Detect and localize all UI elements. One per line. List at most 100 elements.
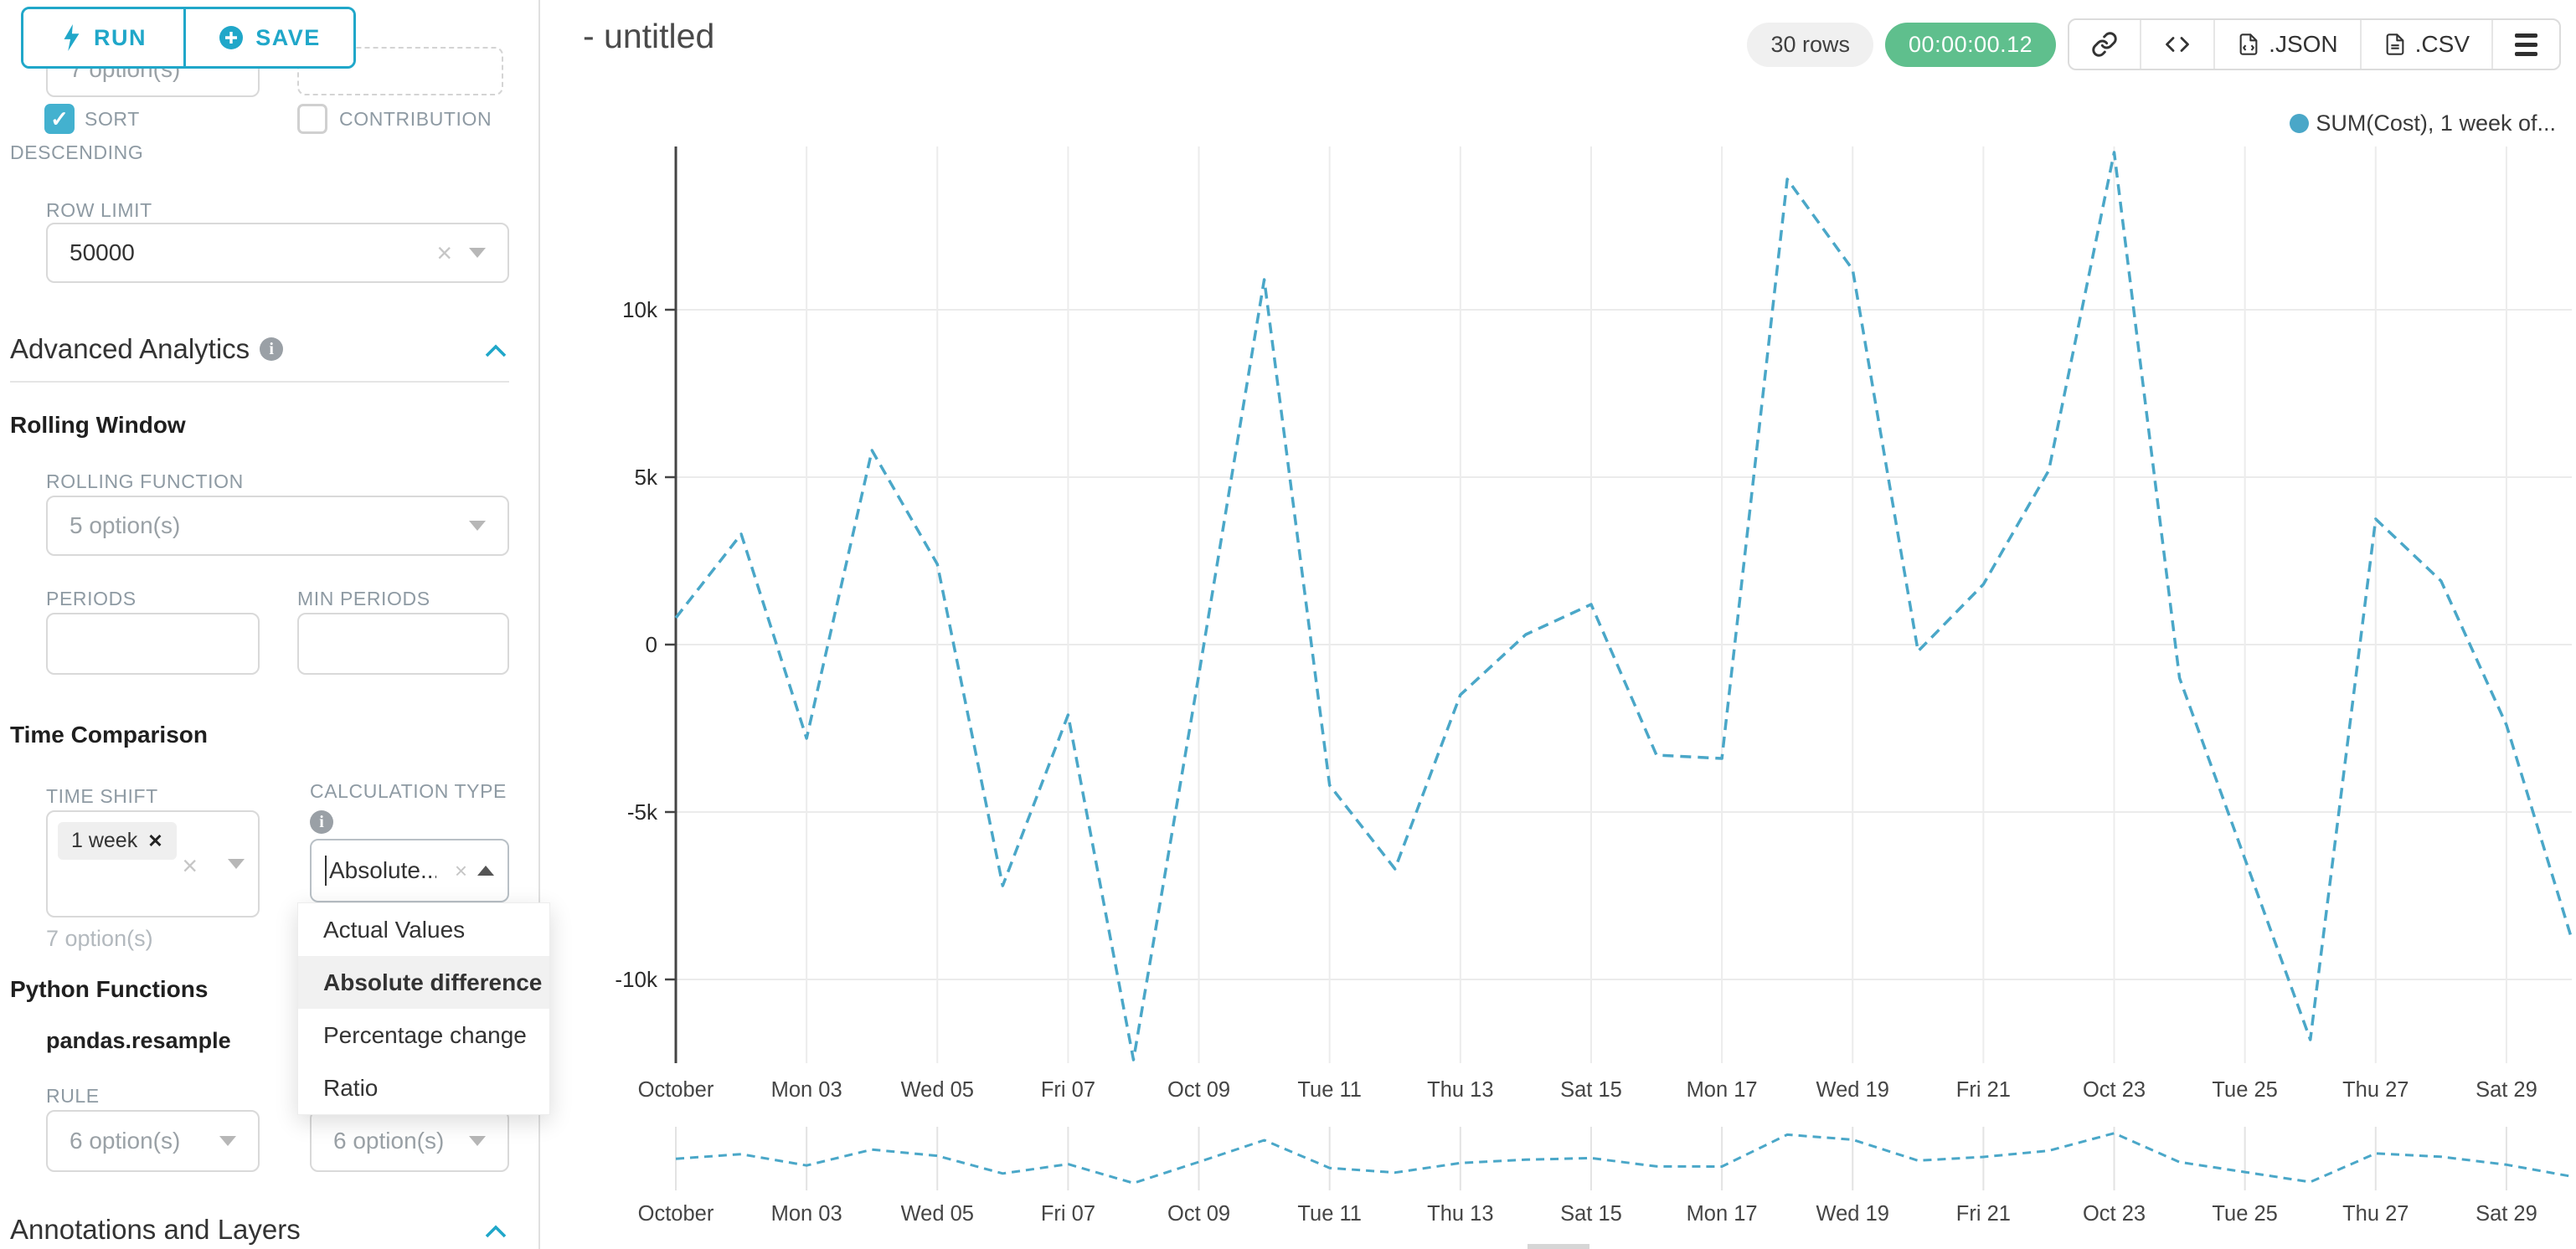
contribution-checkbox[interactable] bbox=[297, 104, 327, 134]
chart-title[interactable]: - untitled bbox=[583, 17, 715, 55]
run-save-button-group: RUN SAVE bbox=[21, 7, 356, 69]
tag-remove-icon[interactable] bbox=[147, 830, 162, 852]
calculation-type-select[interactable]: Absolute... bbox=[310, 839, 509, 902]
x-tick-label: Tue 25 bbox=[2212, 1078, 2277, 1102]
clear-x-icon[interactable] bbox=[182, 852, 198, 879]
mini-x-tick-label: Mon 17 bbox=[1687, 1202, 1758, 1226]
dropdown-option-actual-values[interactable]: Actual Values bbox=[323, 916, 466, 943]
y-tick-label: -10k bbox=[615, 967, 658, 992]
sort-descending-checkbox[interactable] bbox=[44, 104, 75, 134]
rule-select[interactable]: 6 option(s) bbox=[46, 1110, 260, 1172]
x-tick-label: Wed 19 bbox=[1816, 1078, 1889, 1102]
x-tick-label: Thu 13 bbox=[1427, 1078, 1493, 1102]
info-icon[interactable] bbox=[310, 810, 333, 834]
min-periods-input[interactable] bbox=[297, 613, 509, 675]
min-periods-label: MIN PERIODS bbox=[297, 588, 430, 609]
clear-x-icon[interactable] bbox=[436, 239, 452, 266]
chevron-up-icon[interactable] bbox=[484, 343, 507, 358]
x-tick-label: Sat 29 bbox=[2476, 1078, 2537, 1102]
export-csv-button[interactable]: .CSV bbox=[2359, 20, 2491, 69]
link-icon bbox=[2092, 32, 2117, 57]
periods-input[interactable] bbox=[46, 613, 260, 675]
y-tick-label: 5k bbox=[635, 465, 658, 490]
x-tick-label: Oct 09 bbox=[1167, 1078, 1230, 1102]
timeseries-chart[interactable]: 10k 5k 0 -5k -10k October October Mon 03 Mon 03 W… bbox=[541, 0, 2576, 1249]
rolling-function-label: ROLLING FUNCTION bbox=[46, 470, 244, 492]
control-panel: 7 option(s) RUN SAVE SORT DESCENDING CON… bbox=[0, 0, 550, 1249]
query-timer-badge: 00:00:00.12 bbox=[1885, 22, 2057, 67]
time-shift-tag-label: 1 week bbox=[71, 829, 138, 852]
calculation-type-value: Absolute... bbox=[329, 857, 436, 883]
chart-legend[interactable]: SUM(Cost), 1 week of... bbox=[2290, 111, 2556, 136]
mini-x-tick-label: Thu 13 bbox=[1427, 1202, 1493, 1226]
calculation-type-label: CALCULATION TYPE bbox=[310, 780, 507, 802]
mini-series-line bbox=[675, 1132, 2573, 1185]
mini-x-tick-label: Tue 25 bbox=[2212, 1202, 2277, 1226]
caret-up-icon[interactable] bbox=[477, 866, 494, 876]
time-shift-tag: 1 week bbox=[58, 822, 177, 860]
menu-icon bbox=[2515, 33, 2537, 56]
pandas-resample-label: pandas.resample bbox=[46, 1028, 231, 1053]
x-tick-label: Wed 05 bbox=[901, 1078, 974, 1102]
contribution-control: CONTRIBUTION bbox=[297, 102, 540, 136]
x-tick-label: Sat 15 bbox=[1560, 1078, 1622, 1102]
time-shift-select[interactable]: 1 week bbox=[46, 810, 260, 917]
method-select[interactable]: 6 option(s) bbox=[310, 1110, 509, 1172]
save-button[interactable]: SAVE bbox=[186, 9, 353, 66]
x-tick-label: Oct 23 bbox=[2083, 1078, 2146, 1102]
export-json-button[interactable]: .JSON bbox=[2213, 20, 2359, 69]
legend-label: SUM(Cost), 1 week of... bbox=[2316, 111, 2556, 136]
x-tick-label: Thu 27 bbox=[2342, 1078, 2409, 1102]
chart-pane: - untitled 30 rows 00:00:00.12 .JSON .CS… bbox=[541, 0, 2576, 1249]
copy-link-button[interactable] bbox=[2069, 20, 2140, 69]
metric-drop-target[interactable] bbox=[297, 47, 503, 95]
periods-label: PERIODS bbox=[46, 588, 137, 609]
calculation-type-dropdown: Actual Values Absolute difference Percen… bbox=[297, 902, 550, 1115]
export-toolbar: .JSON .CSV bbox=[2068, 18, 2561, 70]
mini-x-tick-label: October bbox=[638, 1202, 714, 1226]
advanced-analytics-header: Advanced Analytics bbox=[10, 333, 284, 365]
dropdown-option-percentage-change[interactable]: Percentage change bbox=[323, 1021, 527, 1048]
mini-x-tick-label: Fri 21 bbox=[1956, 1202, 2011, 1226]
dropdown-option-absolute-difference[interactable]: Absolute difference bbox=[298, 956, 549, 1009]
caret-down-icon[interactable] bbox=[469, 1136, 486, 1146]
annotations-header: Annotations and Layers bbox=[10, 1214, 301, 1246]
rule-label: RULE bbox=[46, 1085, 100, 1107]
row-limit-select[interactable]: 50000 bbox=[46, 223, 509, 283]
row-limit-value: 50000 bbox=[70, 239, 135, 265]
cost-series-line bbox=[674, 151, 2573, 1061]
run-button[interactable]: RUN bbox=[23, 9, 186, 66]
sort-descending-label: SORT DESCENDING bbox=[10, 108, 144, 163]
rolling-function-select[interactable]: 5 option(s) bbox=[46, 496, 509, 556]
clear-x-icon[interactable] bbox=[455, 860, 467, 881]
chevron-up-icon[interactable] bbox=[484, 1224, 507, 1239]
file-icon bbox=[2386, 33, 2404, 55]
mini-x-tick-label: Thu 27 bbox=[2342, 1202, 2409, 1226]
file-icon bbox=[2239, 33, 2258, 55]
caret-down-icon[interactable] bbox=[228, 859, 245, 869]
row-count-badge: 30 rows bbox=[1747, 22, 1874, 67]
section-divider bbox=[10, 381, 509, 383]
export-csv-label: .CSV bbox=[2414, 31, 2470, 57]
rolling-function-placeholder: 5 option(s) bbox=[70, 512, 181, 538]
dropdown-option-ratio[interactable]: Ratio bbox=[323, 1074, 379, 1101]
caret-down-icon[interactable] bbox=[469, 248, 486, 258]
info-icon[interactable] bbox=[260, 337, 284, 361]
mini-x-tick-label: Wed 05 bbox=[901, 1202, 974, 1226]
annotations-title: Annotations and Layers bbox=[10, 1214, 301, 1245]
rule-placeholder: 6 option(s) bbox=[70, 1128, 181, 1154]
x-tick-label: October bbox=[638, 1078, 714, 1102]
sort-descending-control: SORT DESCENDING bbox=[10, 102, 215, 169]
code-icon bbox=[2166, 37, 2190, 52]
mini-x-tick-label: Oct 09 bbox=[1167, 1202, 1230, 1226]
save-button-label: SAVE bbox=[255, 24, 321, 50]
x-tick-label: Fri 07 bbox=[1041, 1078, 1095, 1102]
embed-code-button[interactable] bbox=[2140, 20, 2213, 69]
rolling-window-title: Rolling Window bbox=[10, 412, 186, 438]
mini-x-tick-label: Tue 11 bbox=[1297, 1202, 1362, 1226]
more-options-button[interactable] bbox=[2491, 20, 2559, 69]
caret-down-icon[interactable] bbox=[469, 521, 486, 531]
horizontal-scrollbar-thumb[interactable] bbox=[1528, 1244, 1589, 1249]
caret-down-icon[interactable] bbox=[219, 1136, 236, 1146]
